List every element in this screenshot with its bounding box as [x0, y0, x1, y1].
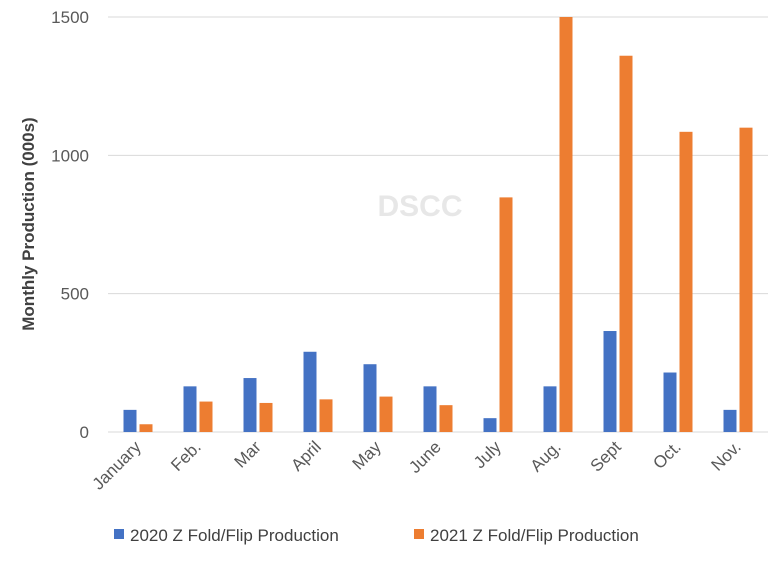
bar-2020-aug	[543, 386, 557, 432]
legend-label-2020: 2020 Z Fold/Flip Production	[130, 526, 339, 545]
bar-2020-january	[123, 409, 137, 432]
bar-2021-june	[439, 405, 453, 432]
bar-2020-oct	[663, 372, 677, 432]
x-tick-label-aug: Aug.	[527, 437, 565, 475]
bar-2021-aug	[559, 17, 573, 432]
bar-2021-july	[499, 197, 513, 432]
bar-2021-january	[139, 424, 153, 432]
x-tick-label-june: June	[405, 437, 445, 477]
bar-2020-june	[423, 386, 437, 432]
y-tick-label-1500: 1500	[51, 8, 89, 27]
bar-2021-feb	[199, 401, 213, 432]
bar-2021-mar	[259, 402, 273, 432]
x-tick-label-sept: Sept	[587, 437, 625, 475]
x-tick-label-july: July	[470, 437, 505, 472]
legend: 2020 Z Fold/Flip Production 2021 Z Fold/…	[114, 526, 639, 545]
bar-2021-sept	[619, 55, 633, 432]
bar-2021-may	[379, 396, 393, 432]
bars	[123, 17, 753, 433]
x-tick-label-january: January	[89, 437, 146, 494]
y-tick-label-0: 0	[80, 423, 89, 442]
watermark-text: DSCC	[377, 190, 462, 223]
x-axis-tick-labels: January Feb. Mar April May June July Aug. Sept Oc…	[89, 437, 745, 494]
legend-swatch-2021	[414, 529, 424, 539]
x-tick-label-mar: Mar	[231, 437, 265, 471]
gridlines	[108, 16, 768, 433]
y-axis-title: Monthly Production (000s)	[19, 117, 38, 330]
y-axis-tick-labels: 0 500 1000 1500	[51, 8, 89, 442]
bar-2021-oct	[679, 131, 693, 433]
bar-2020-mar	[243, 378, 257, 432]
x-tick-label-april: April	[287, 437, 324, 474]
legend-label-2021: 2021 Z Fold/Flip Production	[430, 526, 639, 545]
bar-2020-april	[303, 351, 317, 432]
bar-2020-nov	[723, 409, 737, 432]
bar-2020-may	[363, 364, 377, 432]
bar-2020-sept	[603, 331, 617, 432]
x-tick-label-oct: Oct.	[649, 437, 684, 472]
x-tick-label-may: May	[349, 437, 385, 473]
bar-2020-feb	[183, 386, 197, 432]
x-tick-label-nov: Nov.	[708, 437, 745, 474]
legend-swatch-2020	[114, 529, 124, 539]
y-tick-label-1000: 1000	[51, 146, 89, 165]
bar-2020-july	[483, 418, 497, 432]
y-tick-label-500: 500	[61, 285, 89, 304]
bar-2021-nov	[739, 127, 753, 433]
x-tick-label-feb: Feb.	[167, 437, 204, 474]
bar-2021-april	[319, 399, 333, 432]
